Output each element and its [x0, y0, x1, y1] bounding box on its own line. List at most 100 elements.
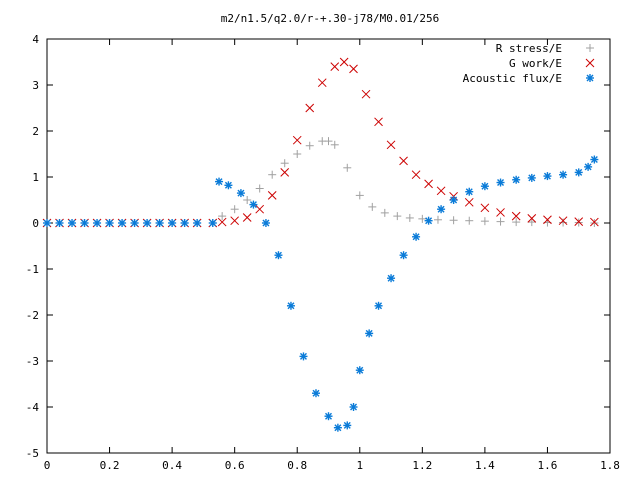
x-tick-label: 1.4 [475, 459, 495, 472]
data-point [43, 219, 51, 227]
data-point [574, 218, 583, 227]
legend-label: Acoustic flux/E [463, 72, 562, 85]
data-point [324, 412, 333, 421]
data-point [559, 218, 568, 227]
plot-border [46, 38, 611, 454]
data-point [293, 150, 302, 158]
data-point [299, 352, 308, 361]
data-point [311, 389, 320, 398]
data-point [574, 168, 583, 177]
data-point [355, 366, 364, 375]
plot-frame [46, 38, 611, 454]
data-point [405, 213, 414, 222]
data-point [330, 140, 339, 149]
data-point [215, 177, 224, 186]
y-tick-label: 4 [32, 33, 39, 46]
y-tick-label: -5 [26, 447, 39, 460]
series-1 [43, 137, 599, 227]
y-tick-label: -3 [26, 355, 39, 368]
data-point [496, 208, 505, 217]
x-tick-label: 0.4 [162, 459, 182, 472]
data-point [55, 219, 64, 227]
data-point [218, 212, 227, 221]
data-point [512, 218, 521, 227]
data-point [368, 202, 377, 211]
data-point [118, 219, 127, 227]
data-point [180, 219, 189, 227]
data-point [449, 216, 458, 225]
data-point [449, 196, 458, 204]
x-tick-label: 0 [44, 459, 51, 472]
data-point [496, 217, 505, 226]
data-point [480, 217, 489, 226]
data-point [93, 219, 102, 227]
y-tick-label: 3 [32, 79, 39, 92]
data-point [343, 421, 352, 430]
legend-marker [586, 74, 594, 82]
data-point [436, 186, 446, 196]
data-point [527, 173, 536, 182]
x-tick-label: 1.2 [412, 459, 432, 472]
x-tick-label: 0.8 [287, 459, 307, 472]
data-point [437, 205, 446, 214]
data-point [527, 214, 537, 223]
data-point [590, 155, 599, 164]
data-point [267, 191, 277, 200]
data-point [168, 219, 177, 227]
data-marks [42, 57, 599, 432]
data-point [584, 162, 593, 171]
x-tick-label: 0.6 [225, 459, 245, 472]
legend-label: G work/E [509, 57, 562, 70]
data-point [393, 212, 402, 221]
data-point [480, 182, 489, 191]
data-point [80, 219, 89, 227]
data-point [236, 189, 245, 198]
data-point [411, 170, 421, 180]
data-point [424, 216, 433, 225]
x-tick-label: 0.2 [100, 459, 120, 472]
data-point [280, 168, 290, 177]
data-point [324, 137, 333, 146]
data-point [511, 211, 521, 221]
data-point [343, 163, 352, 172]
data-point [559, 170, 568, 179]
x-tick-label: 1.8 [600, 459, 620, 472]
series-3 [43, 155, 599, 432]
data-point [465, 187, 474, 196]
data-point [230, 216, 240, 226]
data-point [418, 214, 427, 223]
data-point [292, 135, 302, 145]
x-tick-label: 1 [356, 459, 363, 472]
data-point [130, 219, 139, 227]
data-point [333, 423, 342, 432]
data-point [349, 403, 358, 411]
data-point [412, 232, 421, 241]
data-point [543, 172, 552, 181]
data-point [399, 156, 408, 166]
y-tick-label: -1 [26, 263, 39, 276]
y-tick-label: -2 [26, 309, 39, 322]
axes: 0 0.2 0.4 0.6 0.8 1 1.2 1.4 1.6 1.8 4 3 2 1 0 -1 -2 -3 -4 -… [26, 33, 620, 472]
data-point [433, 215, 442, 224]
data-point [374, 301, 383, 310]
chart-title: m2/n1.5/q2.0/r-+.30-j78/M0.01/256 [221, 12, 440, 25]
data-point [286, 301, 295, 310]
y-tick-label: 1 [32, 171, 39, 184]
x-tick-label: 1.6 [538, 459, 558, 472]
legend: R stress/E G work/E Acoustic flux/E [463, 42, 595, 85]
data-point [330, 62, 340, 71]
data-point [424, 179, 433, 189]
data-point [255, 184, 264, 193]
data-point [224, 181, 233, 190]
data-point [339, 57, 349, 67]
data-point [261, 219, 270, 227]
data-point [242, 213, 252, 222]
legend-label: R stress/E [496, 42, 562, 55]
data-point [374, 117, 383, 127]
data-point [230, 205, 239, 214]
data-point [268, 170, 277, 179]
data-point [399, 251, 408, 260]
data-point [249, 200, 258, 209]
data-point [558, 216, 568, 226]
